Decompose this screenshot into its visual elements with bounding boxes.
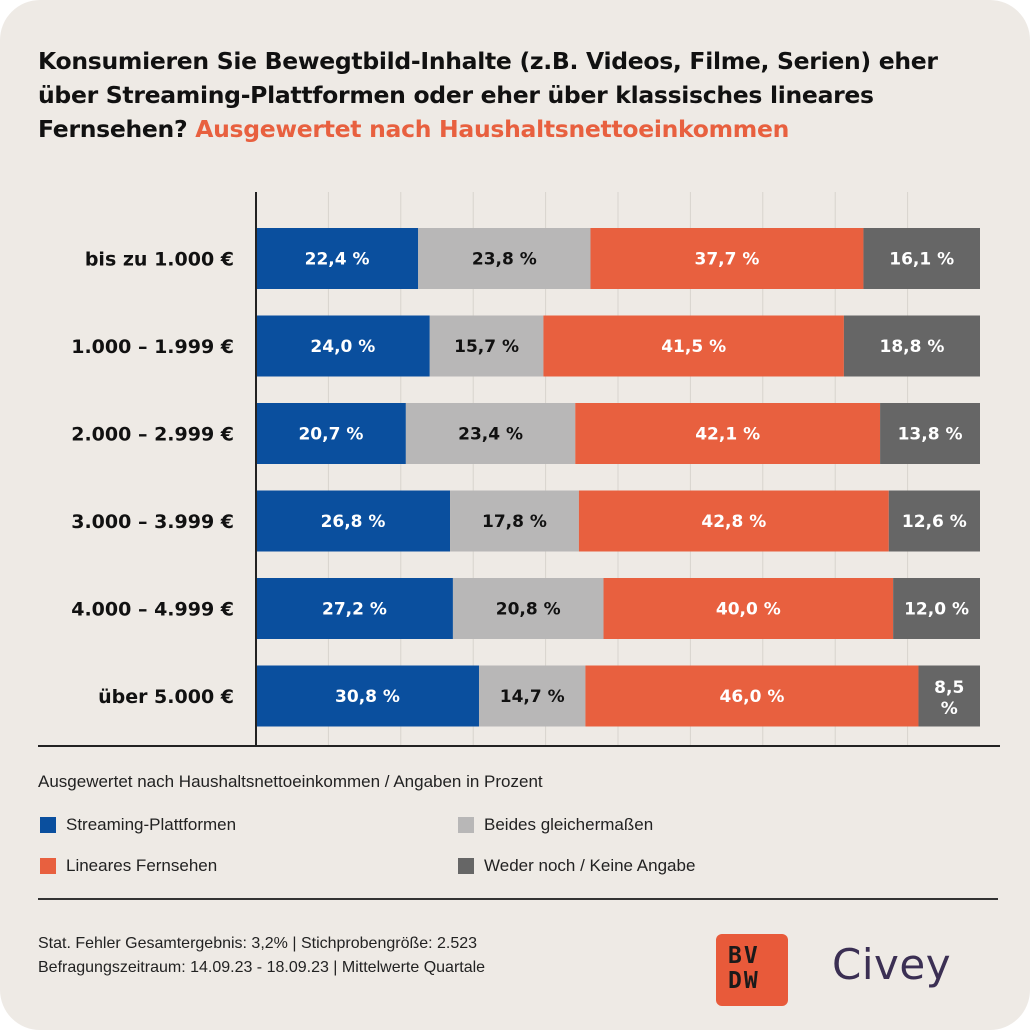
civey-logo: Civey — [832, 940, 952, 989]
bar-segment — [256, 578, 453, 639]
bar-segment — [256, 315, 430, 377]
category-label: 4.000 – 4.999 € — [71, 599, 234, 621]
footer-notes: Stat. Fehler Gesamtergebnis: 3,2% | Stic… — [38, 932, 485, 980]
bar-segment — [256, 490, 451, 552]
legend-label-linear: Lineares Fernsehen — [66, 856, 218, 875]
bar-segment — [843, 315, 980, 377]
data-label: 26,8 % — [321, 512, 386, 532]
bar-segment — [590, 228, 864, 289]
data-label: 46,0 % — [719, 687, 784, 707]
bar-segment — [575, 403, 881, 464]
category-label: 3.000 – 3.999 € — [71, 511, 234, 533]
title-highlight: Ausgewertet nach Haushaltsnettoeinkommen — [195, 115, 790, 143]
data-label: 15,7 % — [454, 337, 519, 357]
category-label: 1.000 – 1.999 € — [71, 336, 234, 358]
data-label: 12,6 % — [902, 512, 967, 532]
bar-segment — [603, 578, 894, 639]
bar-segment — [405, 403, 576, 464]
bar-segment — [256, 228, 419, 289]
data-label: 20,8 % — [496, 600, 561, 620]
data-label: 37,7 % — [695, 250, 760, 270]
data-label: 14,7 % — [500, 687, 565, 707]
legend-item-linear: Lineares Fernsehen — [40, 856, 217, 876]
data-label: 42,1 % — [695, 425, 760, 445]
bar-segment — [429, 315, 544, 377]
bar-segment — [450, 490, 579, 552]
data-label: 18,8 % — [879, 337, 944, 357]
bar-segment — [256, 403, 406, 464]
chart-subtitle: Ausgewertet nach Haushaltsnettoeinkommen… — [38, 772, 543, 791]
legend-item-weder: Weder noch / Keine Angabe — [458, 856, 695, 876]
data-label: 12,0 % — [904, 600, 969, 620]
footer-divider — [38, 898, 998, 900]
footer-line-period: Befragungszeitraum: 14.09.23 - 18.09.23 … — [38, 959, 486, 976]
category-label: bis zu 1.000 € — [85, 249, 234, 271]
bar-segment — [543, 315, 844, 377]
bar-segment — [418, 228, 591, 289]
data-label: 8,5 — [934, 678, 964, 698]
footer-line-error-sample: Stat. Fehler Gesamtergebnis: 3,2% | Stic… — [38, 935, 478, 952]
data-label: 27,2 % — [322, 600, 387, 620]
stacked-bar-chart: bis zu 1.000 € 22,4 % 23,8 % 37,7 % 16,1 % 1.… — [38, 192, 1000, 747]
data-label: 13,8 % — [898, 425, 963, 445]
bvdw-logo-text: BV DW — [728, 943, 760, 994]
bar-segment — [893, 578, 980, 639]
data-label: 23,8 % — [472, 250, 537, 270]
bar-segment — [863, 228, 980, 289]
category-label: 2.000 – 2.999 € — [71, 424, 234, 446]
bar-segment — [478, 665, 586, 727]
legend-label-beides: Beides gleichermaßen — [484, 815, 654, 834]
bvdw-logo: BV DW — [716, 934, 788, 1006]
legend-item-streaming: Streaming-Plattformen — [40, 815, 236, 835]
bar-segment — [578, 490, 889, 552]
data-label-unit: % — [941, 699, 958, 719]
data-label: 40,0 % — [716, 600, 781, 620]
category-label: über 5.000 € — [98, 686, 234, 708]
legend-swatch-beides — [458, 817, 474, 833]
bar-segment — [888, 490, 980, 552]
legend-label-streaming: Streaming-Plattformen — [66, 815, 237, 834]
data-label: 22,4 % — [305, 250, 370, 270]
data-label: 42,8 % — [701, 512, 766, 532]
legend-swatch-linear — [40, 858, 56, 874]
data-label: 16,1 % — [889, 250, 954, 270]
bar-segment — [880, 403, 980, 464]
data-label: 20,7 % — [298, 425, 363, 445]
chart-title: Konsumieren Sie Bewegtbild-Inhalte (z.B.… — [38, 44, 998, 146]
data-label: 24,0 % — [310, 337, 375, 357]
data-label: 17,8 % — [482, 512, 547, 532]
bar-segment — [585, 665, 919, 727]
legend-swatch-weder — [458, 858, 474, 874]
bar-segment — [918, 665, 980, 727]
legend-item-beides: Beides gleichermaßen — [458, 815, 653, 835]
data-label: 41,5 % — [661, 337, 726, 357]
legend-label-weder: Weder noch / Keine Angabe — [484, 856, 696, 875]
data-label: 30,8 % — [335, 687, 400, 707]
legend-swatch-streaming — [40, 817, 56, 833]
title-main: Konsumieren Sie Bewegtbild-Inhalte (z.B.… — [38, 47, 938, 143]
bar-segment — [452, 578, 604, 639]
data-label: 23,4 % — [458, 425, 523, 445]
bar-segment — [256, 665, 479, 727]
